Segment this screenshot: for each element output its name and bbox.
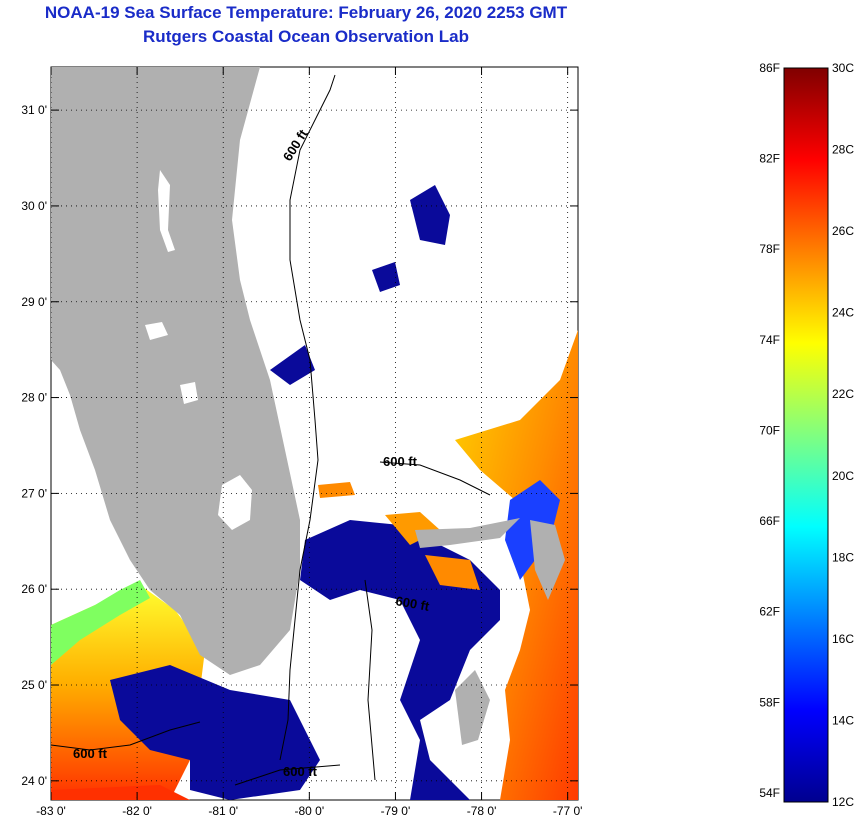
small-warm-patch-2 xyxy=(425,555,480,590)
inland-lake-1 xyxy=(145,322,168,340)
depth-contour-east xyxy=(279,74,336,761)
colorbar-celsius-label: 12C xyxy=(832,795,854,809)
chart-subtitle: Rutgers Coastal Ocean Observation Lab xyxy=(143,27,469,46)
lat-tick-label: 26 0' xyxy=(21,582,47,596)
lat-tick-label: 29 0' xyxy=(21,295,47,309)
north-cold-patch-2 xyxy=(372,262,400,292)
lat-tick-label: 24 0' xyxy=(21,774,47,788)
central-cold-water xyxy=(300,520,500,800)
abaco-island xyxy=(530,520,565,600)
depth-contour-bottom xyxy=(234,764,341,786)
colorbar-celsius-label: 30C xyxy=(832,61,854,75)
depth-label-5: 600 ft xyxy=(283,764,318,779)
lat-tick-label: 31 0' xyxy=(21,103,47,117)
colorbar-celsius-label: 22C xyxy=(832,387,854,401)
cuba-north-coast xyxy=(51,785,190,800)
colorbar-celsius-label: 14C xyxy=(832,713,854,727)
colorbar-celsius-label: 16C xyxy=(832,632,854,646)
colorbar-fahrenheit-label: 66F xyxy=(759,514,780,528)
depth-contour-gulf xyxy=(50,721,201,751)
chart-title: NOAA-19 Sea Surface Temperature: Februar… xyxy=(44,3,568,22)
colorbar-fahrenheit-label: 54F xyxy=(759,786,780,800)
colorbar-fahrenheit-label: 70F xyxy=(759,423,780,437)
colorbar-celsius-label: 24C xyxy=(832,306,854,320)
lon-tick-label: -80 0' xyxy=(295,804,325,818)
lon-tick-label: -79 0' xyxy=(381,804,411,818)
inland-river xyxy=(158,170,175,252)
andros-island xyxy=(455,670,490,745)
gulf-green-edge xyxy=(51,580,150,665)
depth-label-2: 600 ft xyxy=(383,454,418,469)
colorbar-fahrenheit-label: 62F xyxy=(759,605,780,619)
keys-cold-water xyxy=(110,665,320,800)
grand-bahama-island xyxy=(415,518,520,548)
colorbar xyxy=(783,67,829,803)
lat-tick-label: 28 0' xyxy=(21,391,47,405)
depth-label-4: 600 ft xyxy=(73,746,108,761)
lon-tick-label: -82 0' xyxy=(122,804,152,818)
colorbar-celsius-label: 26C xyxy=(832,224,854,238)
depth-label-3: 600 ft xyxy=(394,593,431,614)
lon-tick-label: -81 0' xyxy=(208,804,238,818)
lat-tick-label: 27 0' xyxy=(21,486,47,500)
colorbar-celsius-label: 28C xyxy=(832,143,854,157)
lake-okeechobee xyxy=(218,475,252,530)
colorbar-fahrenheit-label: 74F xyxy=(759,333,780,347)
lon-tick-label: -83 0' xyxy=(36,804,66,818)
depth-contour-south xyxy=(364,579,376,781)
colorbar-fahrenheit-label: 86F xyxy=(759,61,780,75)
colorbar-fahrenheit-label: 58F xyxy=(759,695,780,709)
colorbar-celsius-label: 18C xyxy=(832,550,854,564)
bahamas-warm-water xyxy=(455,330,578,800)
north-cold-patch xyxy=(410,185,450,245)
lat-tick-label: 30 0' xyxy=(21,199,47,213)
mid-cold-patch xyxy=(270,345,315,385)
lat-tick-label: 25 0' xyxy=(21,678,47,692)
small-warm-patch-3 xyxy=(318,482,355,498)
inland-lake-2 xyxy=(180,382,198,404)
depth-contour-bahamas xyxy=(379,461,491,496)
colorbar-fahrenheit-label: 78F xyxy=(759,242,780,256)
colorbar-fahrenheit-label: 82F xyxy=(759,152,780,166)
lon-tick-label: -77 0' xyxy=(553,804,583,818)
lon-tick-label: -78 0' xyxy=(467,804,497,818)
colorbar-celsius-label: 20C xyxy=(832,469,854,483)
